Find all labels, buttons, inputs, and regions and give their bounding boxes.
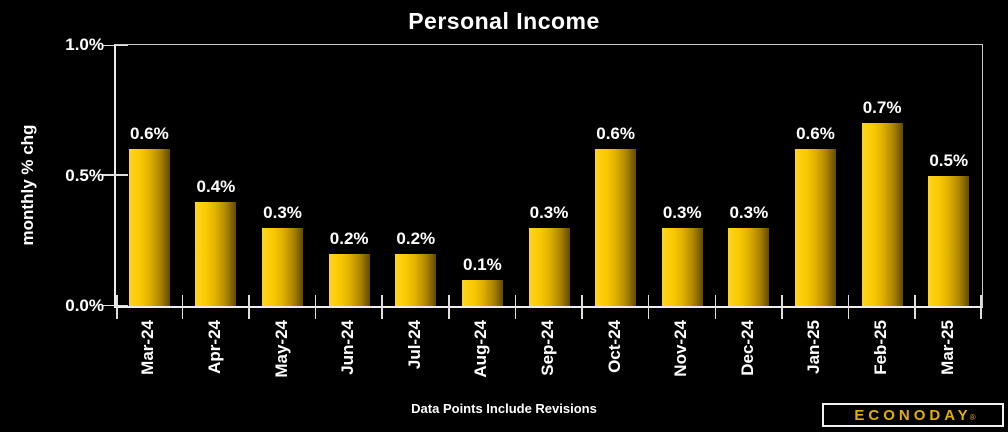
x-category-label: Feb-25: [871, 320, 891, 375]
x-axis-tick: [381, 295, 383, 319]
bar-Mar-25: [928, 175, 970, 306]
x-axis-tick: [647, 295, 650, 319]
bar-Dec-24: [728, 227, 770, 306]
bar-value-label: 0.2%: [329, 228, 369, 248]
x-axis-tick: [116, 295, 118, 319]
y-tick-label: 0.5%: [65, 165, 104, 185]
x-category-label: Apr-24: [204, 320, 224, 374]
y-axis-tick: [102, 304, 128, 306]
bar-value-label: 0.1%: [463, 254, 502, 274]
plot-area: 0.6% 0.4% 0.3% 0.2% 0.2% 0.1% 0.3% 0.6% 0.3% 0.3%…: [102, 44, 983, 319]
bar-Apr-24: [195, 201, 237, 306]
x-category-label: Dec-24: [737, 320, 757, 376]
x-category-label: Jul-24: [404, 320, 424, 370]
bar-Mar-24: [128, 149, 170, 306]
bar-value-label: 0.3%: [729, 202, 769, 222]
x-category-label: Sep-24: [538, 320, 557, 376]
x-category-label: May-24: [271, 320, 291, 378]
bar-Oct-24: [595, 149, 637, 306]
x-axis-tick: [448, 295, 450, 319]
bar-Sep-24: [528, 227, 570, 306]
x-category-label: Jan-25: [804, 320, 824, 374]
bar-value-label: 0.3%: [529, 202, 569, 222]
x-axis-tick: [847, 295, 850, 319]
registered-trademark-icon: ®: [969, 413, 976, 422]
chart-title: Personal Income: [408, 8, 600, 34]
bar-Aug-24: [461, 279, 503, 306]
x-category-label: Mar-25: [937, 320, 957, 375]
bar-value-label: 0.6%: [596, 124, 635, 144]
y-tick-label: 1.0%: [65, 35, 104, 54]
bar-Jan-25: [794, 149, 836, 306]
bar-Jun-24: [328, 253, 370, 306]
y-axis-tick: [102, 174, 128, 176]
x-category-label: Nov-24: [671, 320, 691, 377]
x-axis-tick: [980, 295, 982, 319]
x-category-label: Mar-24: [138, 320, 158, 375]
x-axis-tick: [781, 295, 783, 319]
x-axis-tick: [581, 295, 583, 319]
y-axis-tick: [102, 44, 128, 46]
y-tick-label: 0.0%: [65, 296, 104, 315]
bar-value-label: 0.2%: [396, 228, 436, 248]
bar-value-label: 0.3%: [662, 202, 702, 222]
bar-value-label: 0.3%: [263, 202, 302, 222]
econoday-logo-text: ECONODAY: [854, 406, 972, 424]
bar-Nov-24: [661, 227, 703, 306]
bar-Jul-24: [395, 253, 437, 306]
bar-value-label: 0.4%: [196, 176, 236, 196]
x-axis-tick: [314, 295, 317, 319]
econoday-logo: ECONODAY ®: [822, 403, 1004, 427]
bar-May-24: [262, 227, 304, 306]
x-axis-tick: [514, 295, 517, 319]
x-axis-tick: [914, 295, 916, 319]
x-category-label: Jun-24: [338, 320, 358, 375]
footnote: Data Points Include Revisions: [411, 401, 597, 416]
bar-value-label: 0.5%: [929, 150, 969, 170]
x-axis-tick: [248, 295, 250, 319]
bar-value-label: 0.6%: [129, 124, 169, 144]
x-axis-tick: [714, 295, 717, 319]
x-category-label: Oct-24: [604, 320, 624, 373]
bar-value-label: 0.6%: [796, 124, 835, 144]
x-category-label: Aug-24: [471, 320, 491, 378]
x-axis-tick: [181, 295, 184, 319]
bar-Feb-25: [861, 123, 903, 306]
bar-value-label: 0.7%: [862, 98, 902, 118]
